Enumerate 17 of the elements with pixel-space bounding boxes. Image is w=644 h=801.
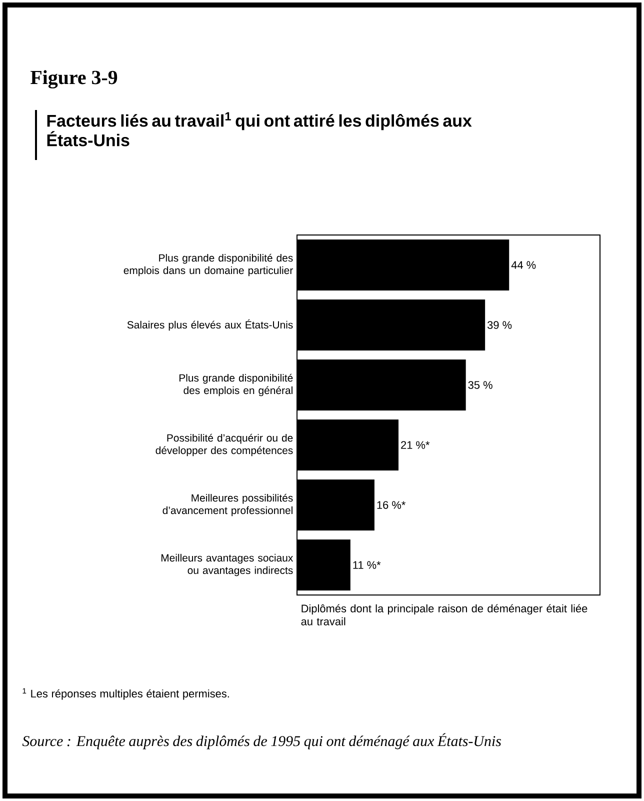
text: $^{1}$ Les réponses multiples étaient permises. [22,688,229,700]
y-tick-label: Salaires plus élevés aux États-Unis [127,319,293,331]
data-label: 21 %* [401,441,430,449]
source-note: Source : Enquête auprès des diplômés de 1995 qui ont déménagé aux États-Unis [22,733,501,750]
text: Facteurs liés au travail$^{1}$ qui ont attiré les diplômés aux États-Unis [47,112,472,146]
data-label: 16 %* [377,501,406,509]
y-tick-label: Meilleurs avantages sociaux ou avantages indirects [161,554,294,576]
y-tick-label: Meilleures possibilités d’avancement professionnel [162,494,293,516]
text: Figure 3-9 [30,70,118,88]
data-label: 35 % [468,381,492,389]
y-tick-label: Possibilité d’acquérir ou de développer des compétences [156,434,293,456]
data-label: 11 %* [353,561,381,569]
y-tick-label: Plus grande disponibilité des emplois en général [179,374,293,396]
y-tick-label: Plus grande disponibilité des emplois dans un domaine particulier [124,254,293,276]
x-axis-title: Diplômés dont la principale raison de déménager était liée au travail [301,604,588,626]
data-label: 39 % [487,321,512,329]
data-label: 44 % [511,261,536,269]
